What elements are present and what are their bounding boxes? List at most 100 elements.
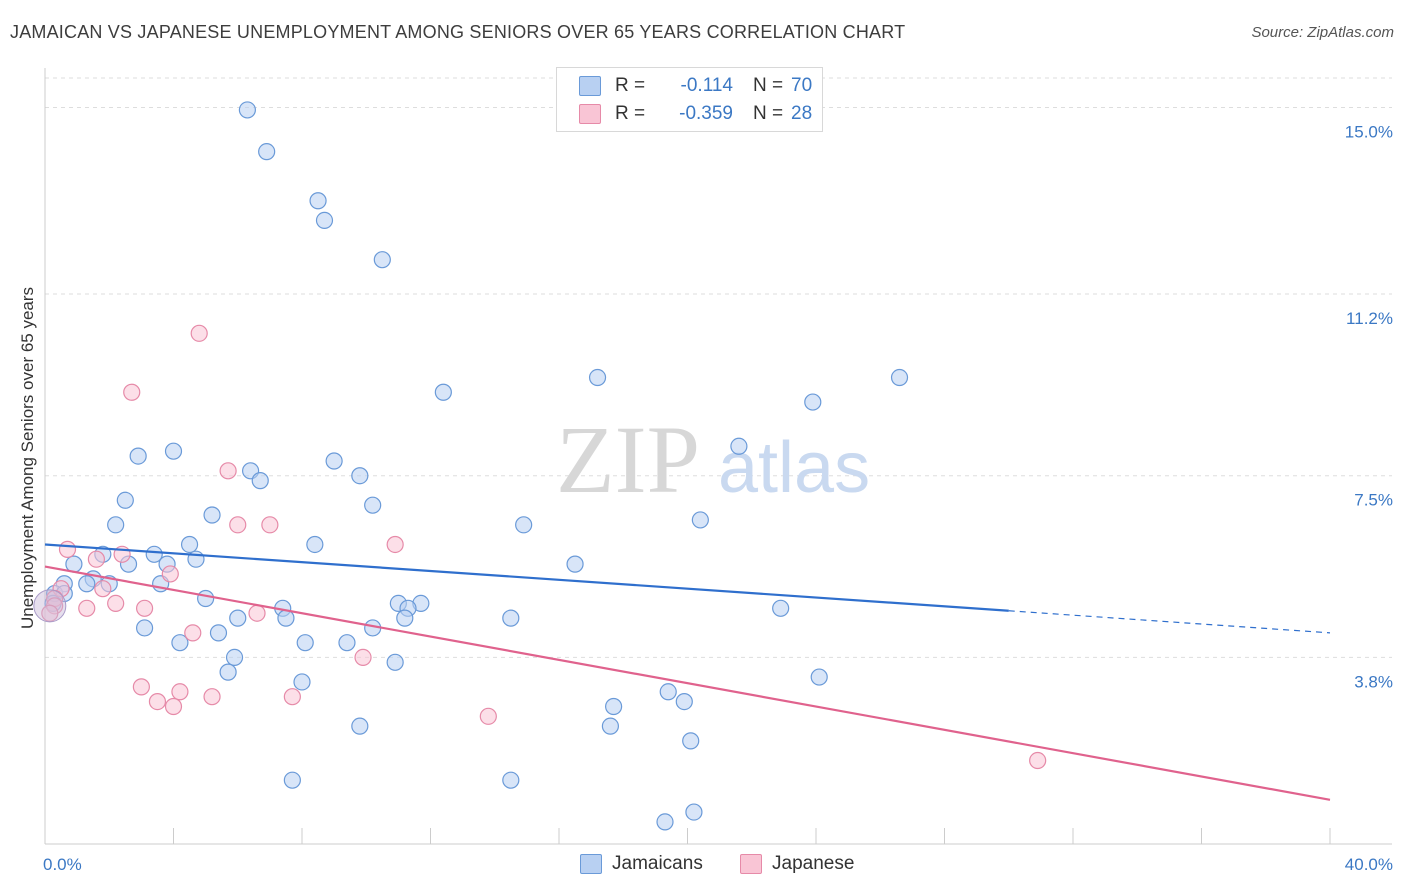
gridlines	[45, 77, 1392, 658]
japanese-point	[184, 624, 202, 642]
jamaicans-point	[251, 472, 269, 490]
legend-item-jamaicans[interactable]: Jamaicans	[580, 852, 703, 876]
jamaicans-point	[296, 634, 314, 652]
legend-label-jamaicans: Jamaicans	[612, 853, 703, 874]
jamaicans-point	[325, 452, 343, 470]
jamaicans-point	[238, 101, 256, 119]
y-tick-label: 3.8%	[1354, 672, 1393, 691]
jamaicans-point	[293, 673, 311, 691]
japanese-point	[87, 550, 106, 568]
japanese-point	[135, 599, 154, 617]
jamaicans-point	[78, 575, 96, 593]
jamaicans-point	[225, 648, 244, 667]
japanese-point	[58, 540, 77, 558]
japanese-point	[107, 594, 125, 612]
japanese-point	[190, 324, 208, 342]
tick-labels: 3.8% 7.5% 11.2% 15.0% 0.0% 40.0%	[43, 122, 1393, 874]
source-credit: Source: ZipAtlas.com	[1251, 24, 1394, 41]
r-label: R =	[615, 75, 646, 96]
japanese-point	[171, 683, 189, 701]
n-value: 28	[791, 103, 813, 124]
y-tick-label: 15.0%	[1345, 122, 1393, 141]
n-label: N =	[753, 103, 784, 124]
jamaicans-point	[373, 251, 391, 269]
y-tick-label: 7.5%	[1354, 491, 1393, 510]
japanese-point	[164, 697, 183, 716]
legend-item-japanese[interactable]: Japanese	[740, 852, 854, 876]
jamaicans-point	[351, 717, 369, 735]
japanese-point	[354, 648, 372, 667]
japanese-point	[161, 565, 179, 583]
japanese-point	[78, 599, 96, 617]
jamaicans-point	[203, 506, 221, 524]
jamaicans-point	[145, 545, 163, 563]
jamaicans-point	[810, 668, 828, 686]
japanese-point	[248, 604, 266, 622]
jamaicans-point	[180, 535, 199, 554]
axes	[44, 68, 1392, 845]
jamaicans-point	[197, 589, 215, 608]
jamaicans-point	[396, 609, 414, 627]
jamaicans-point	[502, 609, 520, 627]
jamaicans-point	[386, 653, 404, 671]
jamaicans-point	[675, 693, 693, 711]
jamaicans-point	[659, 683, 677, 701]
n-value: 70	[791, 75, 813, 96]
jamaicans-point	[116, 491, 134, 509]
jamaicans-point	[566, 555, 584, 573]
jamaicans-point	[804, 393, 822, 411]
japanese-point	[123, 383, 141, 401]
jamaicans-point	[219, 663, 237, 681]
japanese-point	[1029, 751, 1047, 770]
jamaicans-point	[171, 634, 189, 652]
r-value: -0.114	[680, 75, 733, 96]
jamaicans-trend-line	[44, 543, 1009, 612]
jamaicans-point	[890, 368, 909, 387]
jamaicans-point	[164, 442, 183, 460]
r-label: R =	[615, 103, 646, 124]
jamaicans-point	[258, 143, 276, 161]
x-tick-label: 40.0%	[1345, 855, 1393, 874]
overlap-point	[33, 589, 67, 623]
legend-swatch-japanese	[740, 854, 762, 874]
legend-label-japanese: Japanese	[772, 853, 855, 874]
japanese-point	[203, 688, 221, 706]
jamaicans-point	[338, 634, 356, 652]
japanese-point	[283, 688, 301, 706]
jamaicans-point	[682, 732, 700, 750]
jamaicans-point	[135, 619, 154, 637]
jamaicans-point	[605, 697, 623, 716]
zipatlas-watermark: ZIP atlas	[556, 406, 870, 513]
r-value: -0.359	[679, 103, 733, 124]
jamaicans-point	[209, 624, 228, 642]
jamaicans-point	[364, 496, 382, 514]
japanese-point	[229, 516, 247, 534]
trend-lines	[44, 543, 1331, 801]
watermark-zip: ZIP	[556, 406, 700, 513]
jamaicans-point	[656, 813, 674, 831]
jamaicans-point	[691, 511, 709, 529]
correlation-legend: R = -0.114 N = 70 R = -0.359 N = 28	[556, 67, 823, 132]
jamaicans-point	[434, 383, 452, 401]
japanese-point	[41, 604, 59, 622]
japanese-point	[386, 535, 404, 554]
jamaicans-point	[309, 192, 327, 210]
jamaicans-point	[685, 803, 703, 821]
japanese-point	[261, 516, 279, 534]
japanese-point	[479, 707, 497, 725]
x-tick-label: 0.0%	[43, 855, 82, 874]
jamaicans-point	[772, 599, 790, 617]
legend-row-jamaicans: R = -0.114 N = 70	[579, 73, 812, 99]
japanese-point	[132, 678, 150, 696]
n-label: N =	[753, 75, 784, 96]
jamaicans-trend-extension	[1008, 610, 1331, 634]
jamaicans-point	[277, 609, 295, 627]
jamaicans-point	[283, 771, 301, 789]
jamaicans-point	[107, 516, 125, 534]
legend-swatch-jamaicans	[579, 76, 601, 96]
jamaicans-point	[315, 211, 334, 229]
jamaicans-point	[588, 368, 607, 387]
chart-title: JAMAICAN VS JAPANESE UNEMPLOYMENT AMONG …	[10, 22, 906, 42]
legend-swatch-japanese	[579, 104, 601, 124]
